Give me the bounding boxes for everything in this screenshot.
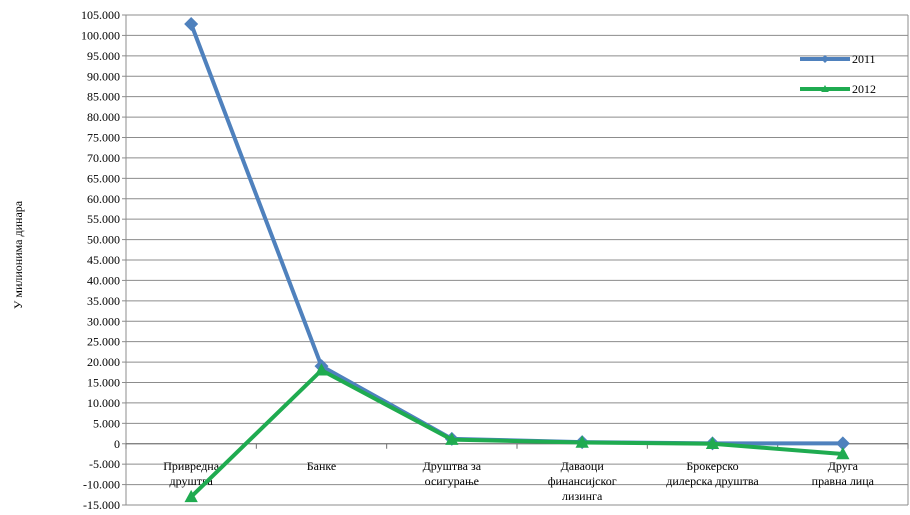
data-point: [821, 55, 829, 63]
x-tick-label: Друга правна лица: [812, 459, 875, 488]
series-line: [189, 368, 843, 499]
data-point: [575, 435, 589, 448]
data-point: [314, 363, 329, 376]
x-tick-label: Даваоци финансијског лизинга: [548, 459, 617, 503]
x-tick-label: Банке: [307, 459, 337, 473]
data-point: [835, 436, 850, 451]
y-tick-label: 100.000: [81, 28, 120, 42]
y-tick-label: 35.000: [87, 294, 120, 308]
y-tick-label: 50.000: [87, 233, 120, 247]
y-tick-label: 0: [114, 437, 120, 451]
axes: -15.000 -10.000 -5.000 0 5.000 10.000 15.000 20…: [81, 8, 909, 512]
data-point: [821, 85, 829, 92]
y-tick-label: 105.000: [81, 8, 120, 22]
y-tick-label: 90.000: [87, 69, 120, 83]
y-tick-label: 30.000: [87, 314, 120, 328]
y-tick-label: -15.000: [83, 498, 120, 510]
y-tick-label: 40.000: [87, 273, 120, 287]
y-tick-label: 5.000: [93, 416, 120, 430]
y-tick-label: 95.000: [87, 49, 120, 63]
legend-entry: 2012: [800, 82, 876, 96]
legend: 2011 2012: [800, 52, 876, 96]
x-tick-label: Друштва за осигурање: [423, 459, 482, 488]
y-tick-label: -10.000: [83, 478, 120, 492]
gridlines: [126, 14, 908, 506]
y-tick-label: 65.000: [87, 171, 120, 185]
series-line: [189, 23, 843, 446]
legend-label: 2012: [852, 82, 876, 96]
y-tick-label: 10.000: [87, 396, 120, 410]
data-point: [184, 489, 198, 503]
data-point: [705, 436, 720, 449]
y-tick-label: 85.000: [87, 90, 120, 104]
y-tick-label: -5.000: [89, 457, 120, 471]
series: [184, 16, 850, 503]
series-2011: [184, 16, 850, 451]
y-tick-label: 60.000: [87, 192, 120, 206]
y-tick-label: 55.000: [87, 212, 120, 226]
y-tick-label: 20.000: [87, 355, 120, 369]
data-point: [836, 446, 850, 460]
data-point: [445, 432, 459, 445]
y-axis-label: У милионима динара: [11, 200, 25, 309]
legend-entry: 2011: [800, 52, 876, 66]
legend-label: 2011: [852, 52, 876, 66]
data-point: [184, 16, 199, 31]
series-2012: [184, 363, 850, 503]
y-tick-label: 25.000: [87, 335, 120, 349]
y-tick-label: 15.000: [87, 376, 120, 390]
y-tick-label: 45.000: [87, 253, 120, 267]
x-tick-label: Привредна друштва: [163, 459, 219, 488]
y-tick-label: 70.000: [87, 151, 120, 165]
x-tick-label: Брокерско дилерска друштва: [666, 459, 759, 488]
y-tick-label: 75.000: [87, 131, 120, 145]
y-tick-label: 80.000: [87, 110, 120, 124]
